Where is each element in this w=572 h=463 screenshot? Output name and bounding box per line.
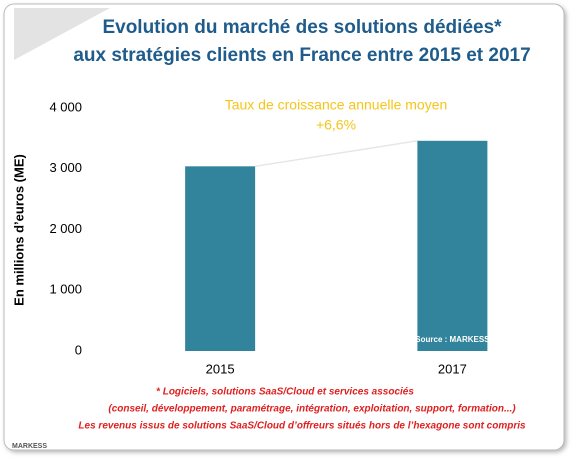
bar [417,140,488,351]
y-axis-label: En millions d’euros (ME) [11,154,26,306]
connector [255,140,418,168]
bar [185,166,256,351]
x-tick-label: 2015 [206,361,235,376]
logo: MARKESS [12,443,47,450]
y-tick-label: 4 000 [49,99,82,114]
decoration [14,8,110,60]
annotation: Taux de croissance annuelle moyen [225,97,448,113]
annotation: +6,6% [316,117,356,133]
y-tick-label: 1 000 [49,282,82,297]
chart-title: aux stratégies clients en France entre 2… [73,45,530,66]
chart-title: Evolution du marché des solutions dédiée… [102,17,502,38]
y-tick-label: 3 000 [49,160,82,175]
y-tick-label: 2 000 [49,221,82,236]
footnote: (conseil, développement, paramétrage, in… [108,404,516,415]
footnote: * Logiciels, solutions SaaS/Cloud et ser… [156,387,414,398]
y-tick-label: 0 [75,342,82,357]
x-tick-label: 2017 [438,361,467,376]
footnote: Les revenus issus de solutions SaaS/Clou… [78,421,526,432]
source: Source : MARKESS [415,335,490,344]
